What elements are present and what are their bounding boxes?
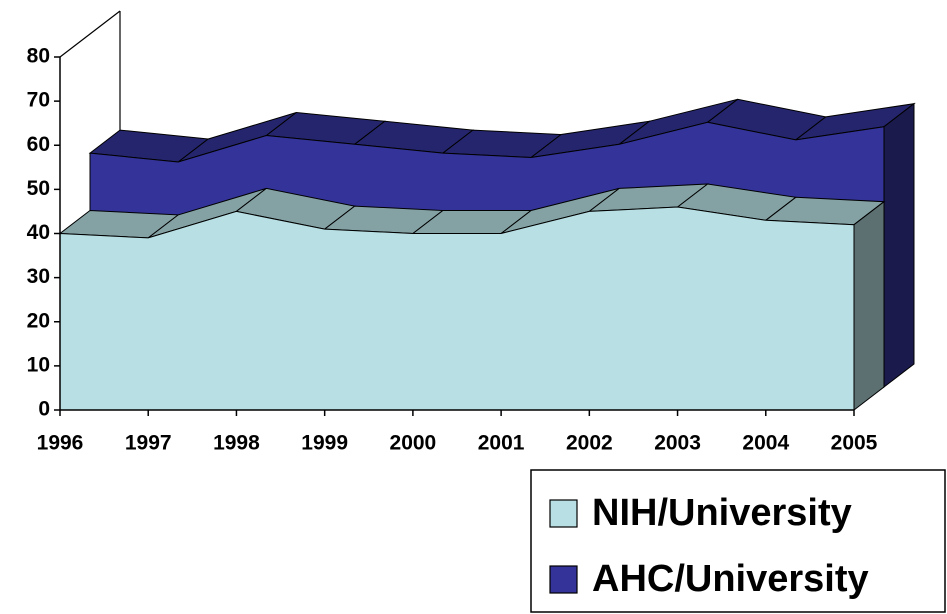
y-tick-label: 70 bbox=[27, 89, 50, 112]
x-tick-label: 2003 bbox=[654, 432, 701, 455]
y-tick-label: 10 bbox=[27, 353, 50, 376]
area-front-face bbox=[59, 206, 855, 411]
x-tick-label: 2002 bbox=[566, 432, 613, 455]
y-tick-label: 0 bbox=[38, 398, 50, 421]
x-tick-label: 2000 bbox=[390, 432, 437, 455]
x-tick-label: 1996 bbox=[37, 432, 84, 455]
area-side-face bbox=[883, 102, 915, 389]
x-tick-label: 1998 bbox=[213, 432, 260, 455]
x-tick-label: 2004 bbox=[742, 432, 789, 455]
y-tick-label: 60 bbox=[27, 133, 50, 156]
x-tick-label: 2005 bbox=[831, 432, 878, 455]
y-tick-label: 40 bbox=[27, 221, 50, 244]
legend-label: AHC/University bbox=[592, 558, 869, 600]
plot-area: 0 10 20 30 40 50 60 70 80 1996 1997 1998 1999 2000 200… bbox=[27, 10, 916, 455]
x-tick-label: 1997 bbox=[125, 432, 172, 455]
wall-edge bbox=[59, 10, 121, 58]
x-tick-label: 1999 bbox=[301, 432, 348, 455]
legend: NIH/University AHC/University bbox=[530, 469, 946, 613]
y-tick-label: 20 bbox=[27, 309, 50, 332]
x-tick-label: 2001 bbox=[478, 432, 525, 455]
y-tick-label: 50 bbox=[27, 177, 50, 200]
y-tick-label: 80 bbox=[27, 45, 50, 68]
legend-swatch bbox=[549, 499, 578, 528]
y-tick-label: 30 bbox=[27, 265, 50, 288]
legend-box bbox=[530, 469, 946, 613]
legend-swatch bbox=[549, 565, 578, 594]
area-side-face bbox=[853, 200, 885, 412]
legend-label: NIH/University bbox=[592, 492, 852, 534]
